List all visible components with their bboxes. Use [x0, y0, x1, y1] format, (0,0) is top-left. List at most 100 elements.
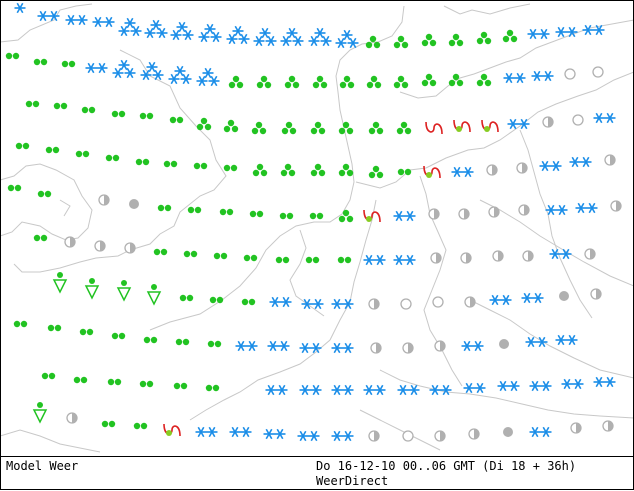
sleet-icon: [163, 423, 181, 437]
half-cloud-icon: [64, 236, 76, 248]
shower-icon: [338, 163, 354, 177]
rain-icon: [7, 184, 22, 192]
snow-icon: [168, 65, 192, 85]
snow-icon: [269, 296, 292, 308]
half-cloud-icon: [94, 240, 106, 252]
snow-icon: [507, 118, 530, 130]
snow-icon: [529, 380, 552, 392]
snow-icon: [144, 19, 168, 39]
shower-icon: [421, 73, 437, 87]
snow-icon: [118, 17, 142, 37]
drizzle-icon: [146, 284, 162, 306]
rain-icon: [111, 332, 126, 340]
snow-icon: [301, 298, 324, 310]
half-cloud-icon: [368, 298, 380, 310]
sleet-icon: [425, 121, 443, 135]
drizzle-icon: [116, 280, 132, 302]
snow-icon: [393, 254, 416, 266]
snow-icon: [267, 340, 290, 352]
shower-icon: [393, 35, 409, 49]
rain-icon: [111, 110, 126, 118]
snow-icon: [569, 156, 592, 168]
rain-icon: [41, 372, 56, 380]
snow-icon: [461, 340, 484, 352]
clear-icon: [432, 296, 444, 308]
half-cloud-icon: [428, 208, 440, 220]
clear-icon: [402, 430, 414, 442]
rain-icon: [305, 256, 320, 264]
shower-icon: [256, 75, 272, 89]
snow-icon: [525, 336, 548, 348]
snow-icon: [196, 67, 220, 87]
snow-icon: [489, 294, 512, 306]
snow-icon: [555, 334, 578, 346]
snow-icon: [531, 70, 554, 82]
rain-icon: [45, 146, 60, 154]
rain-icon: [173, 382, 188, 390]
snow-icon: [265, 384, 288, 396]
rain-icon: [47, 324, 62, 332]
half-cloud-icon: [602, 420, 614, 432]
snow-icon: [331, 384, 354, 396]
snow-icon: [363, 384, 386, 396]
rain-icon: [337, 256, 352, 264]
shower-icon: [338, 209, 354, 223]
overcast-icon: [499, 339, 509, 349]
rain-icon: [243, 254, 258, 262]
snow-icon: [198, 23, 222, 43]
snow-icon: [85, 62, 108, 74]
shower-icon: [396, 121, 412, 135]
rain-icon: [175, 338, 190, 346]
snow-icon: [299, 384, 322, 396]
rain-icon: [13, 320, 28, 328]
snow-icon: [451, 166, 474, 178]
half-cloud-icon: [458, 208, 470, 220]
drizzle-icon: [32, 402, 48, 424]
snow-icon: [575, 202, 598, 214]
snow-icon: [549, 248, 572, 260]
rain-icon: [143, 336, 158, 344]
half-cloud-icon: [492, 250, 504, 262]
model-label: Model Weer: [6, 459, 79, 473]
rain-icon: [53, 102, 68, 110]
weather-symbols: [5, 2, 622, 442]
half-cloud-icon: [610, 200, 622, 212]
rain-icon: [279, 212, 294, 220]
snow-icon: [331, 342, 354, 354]
rain-icon: [309, 212, 324, 220]
shower-icon: [476, 31, 492, 45]
snow-icon: [263, 428, 286, 440]
rain-icon: [33, 58, 48, 66]
snow-icon: [582, 24, 605, 36]
rain-icon: [15, 142, 30, 150]
rain-icon: [207, 340, 222, 348]
snow-icon: [335, 29, 359, 49]
rain-icon: [25, 100, 40, 108]
half-cloud-icon: [542, 116, 554, 128]
snow-icon: [235, 340, 258, 352]
half-cloud-icon: [488, 206, 500, 218]
rain-icon: [213, 252, 228, 260]
half-cloud-icon: [570, 422, 582, 434]
shower-icon: [196, 117, 212, 131]
shower-icon: [228, 75, 244, 89]
snow-icon: [170, 21, 194, 41]
snow-icon: [463, 382, 486, 394]
shower-icon: [502, 29, 518, 43]
rain-icon: [105, 154, 120, 162]
overcast-icon: [503, 427, 513, 437]
rain-icon: [5, 52, 20, 60]
snow-icon: [545, 204, 568, 216]
snow-icon: [393, 210, 416, 222]
snow-icon: [527, 28, 550, 40]
snow-icon: [65, 14, 88, 26]
shower-icon: [251, 121, 267, 135]
snow-icon: [14, 2, 26, 14]
rain-icon: [157, 204, 172, 212]
rain-icon: [223, 164, 238, 172]
snow-icon: [308, 27, 332, 47]
clear-icon: [592, 66, 604, 78]
half-cloud-icon: [518, 204, 530, 216]
shower-icon: [421, 33, 437, 47]
rain-icon: [179, 294, 194, 302]
